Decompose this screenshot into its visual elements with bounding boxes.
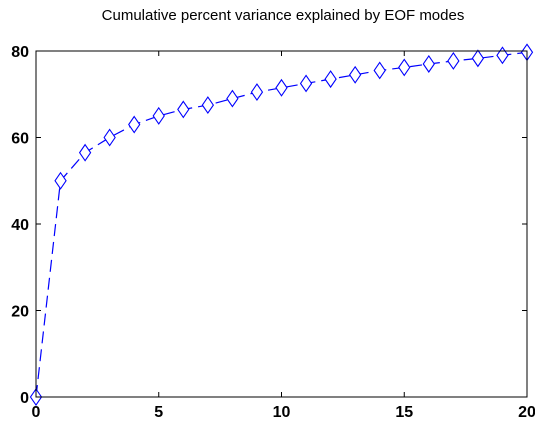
- x-tick-label: 10: [273, 404, 291, 421]
- data-point-diamond: [250, 83, 264, 102]
- y-tick-label: 20: [11, 304, 29, 321]
- chart-title: Cumulative percent variance explained by…: [102, 7, 465, 24]
- data-point-diamond: [177, 100, 190, 119]
- data-point-diamond: [128, 115, 141, 134]
- x-tick-label: 15: [395, 404, 413, 421]
- x-tick-label: 20: [518, 404, 535, 421]
- y-tick-label: 80: [11, 44, 29, 61]
- y-tick-label: 40: [11, 217, 29, 234]
- series-layer: [29, 43, 534, 406]
- data-point-diamond: [348, 65, 362, 84]
- data-point-diamond: [447, 51, 460, 70]
- series-line: [35, 51, 528, 398]
- plot-frame: [35, 50, 528, 398]
- y-tick-label: 60: [11, 131, 29, 148]
- x-tick-label: 5: [154, 404, 163, 421]
- data-point-diamond: [398, 58, 411, 77]
- x-tick-label: 0: [32, 404, 41, 421]
- data-point-diamond: [324, 70, 337, 89]
- data-point-diamond: [103, 128, 116, 147]
- data-point-diamond: [373, 61, 386, 80]
- data-point-diamond: [422, 55, 435, 73]
- data-point-diamond: [226, 89, 239, 108]
- data-point-diamond: [152, 106, 165, 125]
- plot-area: [35, 50, 528, 398]
- data-point-diamond: [54, 171, 67, 190]
- data-point-diamond: [471, 49, 485, 68]
- data-point-diamond: [78, 143, 92, 162]
- y-tick-label: 0: [20, 390, 29, 407]
- data-point-diamond: [275, 78, 288, 97]
- data-point-diamond: [299, 74, 313, 93]
- data-point-diamond: [201, 96, 215, 115]
